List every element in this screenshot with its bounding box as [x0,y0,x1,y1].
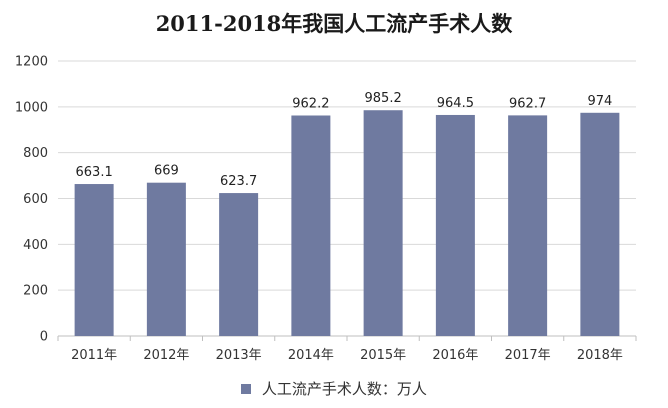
bar [363,110,403,336]
data-label: 974 [587,94,612,109]
x-tick-label: 2015年 [360,348,406,363]
data-label: 623.7 [220,174,257,189]
x-tick-label: 2014年 [288,348,334,363]
legend-label: 人工流产手术人数：万人 [261,380,427,398]
y-tick-label: 200 [23,284,48,299]
x-tick-label: 2016年 [432,348,478,363]
bar [435,114,475,336]
bar [219,193,259,336]
bar [146,182,186,336]
y-tick-label: 0 [40,330,48,345]
data-label: 663.1 [76,165,113,180]
legend-swatch [241,383,252,394]
bar [74,184,114,336]
bar [291,115,331,336]
y-tick-label: 800 [23,146,48,161]
x-tick-label: 2017年 [505,348,551,363]
x-tick-label: 2018年 [577,348,623,363]
data-label: 985.2 [365,91,402,106]
data-label: 962.7 [509,96,546,111]
legend: 人工流产手术人数：万人 [0,378,668,399]
bar [508,115,548,336]
chart-title: 2011-2018年我国人工流产手术人数 [155,11,513,36]
y-tick-label: 1000 [15,100,48,115]
bar [580,112,620,337]
x-tick-label: 2013年 [216,348,262,363]
y-tick-label: 1200 [15,55,48,70]
data-label: 964.5 [437,96,474,111]
data-label: 962.2 [292,96,329,111]
y-tick-label: 600 [23,192,48,207]
x-tick-label: 2011年 [71,348,117,363]
data-label: 669 [154,164,179,179]
x-tick-label: 2012年 [143,348,189,363]
y-tick-label: 400 [23,238,48,253]
